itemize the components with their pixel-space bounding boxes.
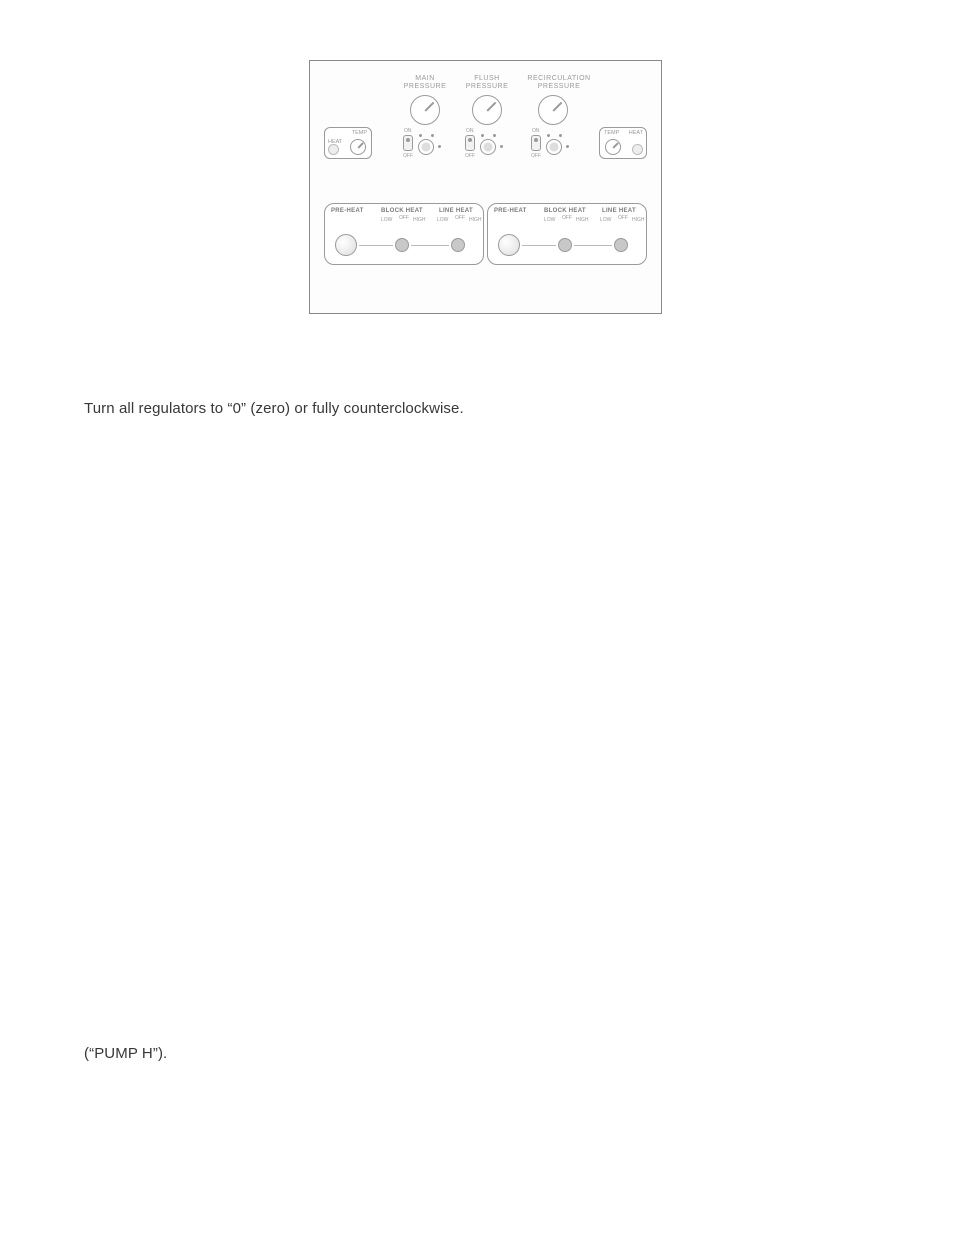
connector-line xyxy=(574,245,612,246)
heat-subpanel-left: PRE-HEAT BLOCK HEAT LINE HEAT LOW OFF HI… xyxy=(324,203,484,265)
heat-label: HEAT xyxy=(629,131,643,137)
subpanel-low: LOW xyxy=(381,217,392,223)
indicator-dot xyxy=(438,145,441,148)
toggle-switch[interactable] xyxy=(531,135,541,151)
blockheat-knob[interactable] xyxy=(558,238,572,252)
connector-line xyxy=(522,245,556,246)
subpanel-off: OFF xyxy=(562,215,572,221)
subpanel-label: BLOCK HEAT xyxy=(381,208,423,214)
connector-line xyxy=(359,245,393,246)
subpanel-high: HIGH xyxy=(632,217,645,223)
temp-box-left: TEMP HEAT xyxy=(324,127,372,159)
subpanel-high: HIGH xyxy=(469,217,482,223)
gauge-label-recirc: RECIRCULATION PRESSURE xyxy=(524,75,594,90)
regulator-knob[interactable] xyxy=(418,139,434,155)
subpanel-label: PRE-HEAT xyxy=(331,208,364,214)
toggle-off-label: OFF xyxy=(531,153,541,159)
subpanel-label: BLOCK HEAT xyxy=(544,208,586,214)
temp-dial[interactable] xyxy=(350,139,366,155)
toggle-switch[interactable] xyxy=(403,135,413,151)
instruction-text-1: Turn all regulators to “0” (zero) or ful… xyxy=(84,400,464,417)
gauge-label-main: MAIN PRESSURE xyxy=(402,75,448,90)
toggle-off-label: OFF xyxy=(465,153,475,159)
gauge-label-line: PRESSURE xyxy=(538,83,581,90)
subpanel-low: LOW xyxy=(600,217,611,223)
regulator-knob[interactable] xyxy=(480,139,496,155)
control-panel-inner: MAIN PRESSURE FLUSH PRESSURE RECIRCULATI… xyxy=(324,75,647,299)
heat-subpanel-right: PRE-HEAT BLOCK HEAT LINE HEAT LOW OFF HI… xyxy=(487,203,647,265)
control-panel-figure: MAIN PRESSURE FLUSH PRESSURE RECIRCULATI… xyxy=(309,60,870,314)
indicator-dot xyxy=(431,134,434,137)
gauge-label-flush: FLUSH PRESSURE xyxy=(464,75,510,90)
gauge-label-line: FLUSH xyxy=(474,75,499,82)
gauge-label-line: RECIRCULATION xyxy=(527,75,590,82)
subpanel-low: LOW xyxy=(437,217,448,223)
toggle-on-label: ON xyxy=(404,128,412,134)
gauge-flush-pressure xyxy=(472,95,502,125)
connector-line xyxy=(411,245,449,246)
gauge-main-pressure xyxy=(410,95,440,125)
subpanel-high: HIGH xyxy=(413,217,426,223)
instruction-text-2: (“PUMP H”). xyxy=(84,1045,167,1062)
document-page: MAIN PRESSURE FLUSH PRESSURE RECIRCULATI… xyxy=(0,0,954,1235)
control-panel: MAIN PRESSURE FLUSH PRESSURE RECIRCULATI… xyxy=(309,60,662,314)
blockheat-knob[interactable] xyxy=(395,238,409,252)
subpanel-off: OFF xyxy=(399,215,409,221)
indicator-dot xyxy=(419,134,422,137)
subpanel-label: LINE HEAT xyxy=(602,208,636,214)
subpanel-label: LINE HEAT xyxy=(439,208,473,214)
temp-box-right: TEMP HEAT xyxy=(599,127,647,159)
indicator-dot xyxy=(481,134,484,137)
subpanel-low: LOW xyxy=(544,217,555,223)
subpanel-off: OFF xyxy=(618,215,628,221)
regulator-knob[interactable] xyxy=(546,139,562,155)
gauge-label-line: PRESSURE xyxy=(466,83,509,90)
indicator-dot xyxy=(547,134,550,137)
subpanel-label: PRE-HEAT xyxy=(494,208,527,214)
gauge-label-line: MAIN xyxy=(415,75,435,82)
subpanel-high: HIGH xyxy=(576,217,589,223)
temp-label: TEMP xyxy=(352,131,367,137)
indicator-dot xyxy=(493,134,496,137)
temp-dial[interactable] xyxy=(605,139,621,155)
preheat-knob[interactable] xyxy=(498,234,520,256)
lineheat-knob[interactable] xyxy=(614,238,628,252)
temp-label: TEMP xyxy=(604,131,619,137)
temp-knob[interactable] xyxy=(328,144,339,155)
indicator-dot xyxy=(500,145,503,148)
toggle-off-label: OFF xyxy=(403,153,413,159)
toggle-on-label: ON xyxy=(466,128,474,134)
preheat-knob[interactable] xyxy=(335,234,357,256)
gauge-label-line: PRESSURE xyxy=(404,83,447,90)
toggle-on-label: ON xyxy=(532,128,540,134)
temp-knob[interactable] xyxy=(632,144,643,155)
indicator-dot xyxy=(566,145,569,148)
indicator-dot xyxy=(559,134,562,137)
lineheat-knob[interactable] xyxy=(451,238,465,252)
subpanel-off: OFF xyxy=(455,215,465,221)
toggle-switch[interactable] xyxy=(465,135,475,151)
gauge-recirc-pressure xyxy=(538,95,568,125)
